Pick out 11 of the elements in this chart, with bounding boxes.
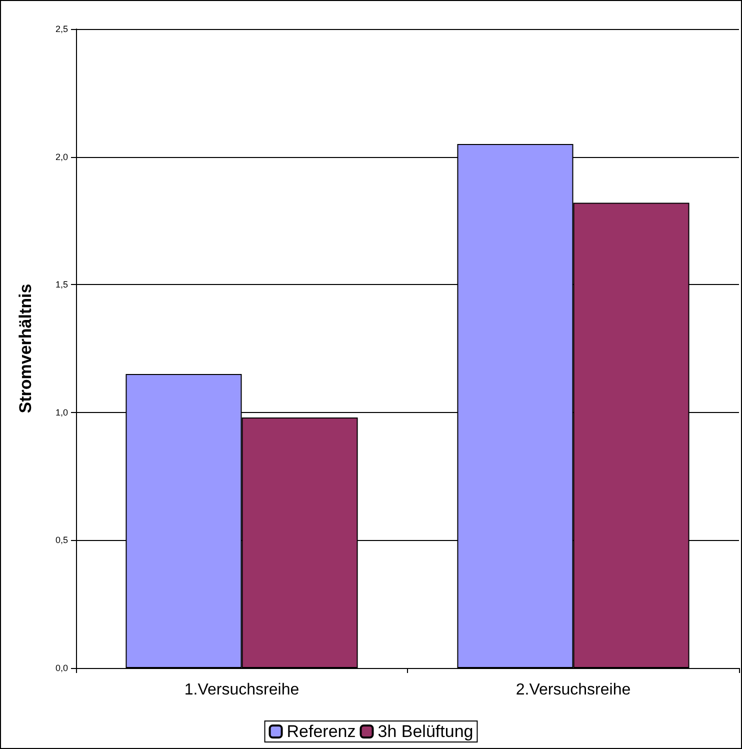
y-tick-label: 0,0 xyxy=(55,663,68,673)
y-axis-title: Stromverhältnis xyxy=(16,284,35,414)
y-tick-label: 1,0 xyxy=(55,407,68,418)
x-tick-label: 2.Versuchsreihe xyxy=(516,682,631,698)
y-tick-label: 2,5 xyxy=(55,24,68,34)
x-tick-label: 1.Versuchsreihe xyxy=(184,682,300,698)
y-tick-label: 0,5 xyxy=(55,535,68,546)
y-tick-label: 1,5 xyxy=(55,280,68,290)
legend-label: Referenz xyxy=(286,722,356,741)
legend-label: 3h Belüftung xyxy=(378,722,474,741)
y-tick-label: 2,0 xyxy=(55,152,68,162)
